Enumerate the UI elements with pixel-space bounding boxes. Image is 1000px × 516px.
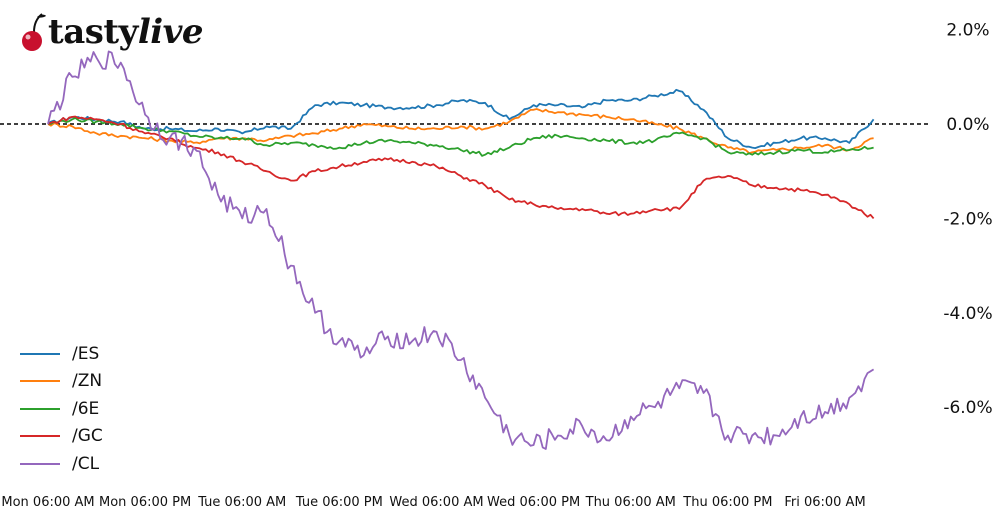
legend-swatch-6e: [20, 407, 60, 410]
x-tick-label: Tue 06:00 AM: [197, 495, 286, 510]
x-tick-label: Thu 06:00 PM: [682, 495, 772, 510]
y-tick-label: -4.0%: [943, 304, 992, 324]
series-layer: [47, 50, 875, 450]
series-line-es: [47, 88, 875, 149]
x-tick-label: Mon 06:00 AM: [1, 495, 94, 510]
y-tick-label: -6.0%: [943, 398, 992, 418]
brand-name-part2: live: [137, 12, 204, 52]
legend-swatch-es: [20, 352, 60, 355]
y-tick-label: 0.0%: [946, 115, 989, 135]
legend-swatch-zn: [20, 380, 60, 383]
legend-item-cl: /CL: [20, 450, 103, 478]
y-tick-label: -2.0%: [943, 209, 992, 229]
x-tick-label: Thu 06:00 AM: [585, 495, 676, 510]
x-tick-label: Mon 06:00 PM: [99, 495, 191, 510]
tick-layer: 2.0% 0.0% -2.0% -4.0% -6.0% Mon 06:00 AM Mon 0…: [1, 21, 992, 510]
legend: /ES /ZN /6E /GC /CL: [20, 340, 103, 478]
legend-swatch-cl: [20, 462, 60, 465]
legend-item-es: /ES: [20, 340, 103, 368]
series-line-cl: [47, 50, 875, 450]
legend-label-6e: /6E: [72, 398, 100, 419]
brand-name-part1: tasty: [48, 12, 138, 52]
x-tick-label: Tue 06:00 PM: [295, 495, 383, 510]
series-line-gc: [47, 115, 875, 219]
x-tick-label: Wed 06:00 PM: [487, 495, 580, 510]
cherry-icon: [22, 13, 46, 51]
series-line-6e: [47, 117, 874, 157]
legend-item-zn: /ZN: [20, 368, 103, 396]
x-tick-label: Fri 06:00 AM: [784, 495, 865, 510]
legend-label-gc: /GC: [72, 426, 103, 447]
brand-wordmark: tastylive: [48, 10, 204, 54]
legend-swatch-gc: [20, 435, 60, 438]
legend-label-zn: /ZN: [72, 371, 103, 392]
y-tick-label: 2.0%: [946, 21, 989, 41]
legend-label-cl: /CL: [72, 453, 100, 474]
x-tick-label: Wed 06:00 AM: [389, 495, 483, 510]
legend-item-gc: /GC: [20, 423, 103, 451]
legend-label-es: /ES: [72, 343, 100, 364]
legend-item-6e: /6E: [20, 395, 103, 423]
